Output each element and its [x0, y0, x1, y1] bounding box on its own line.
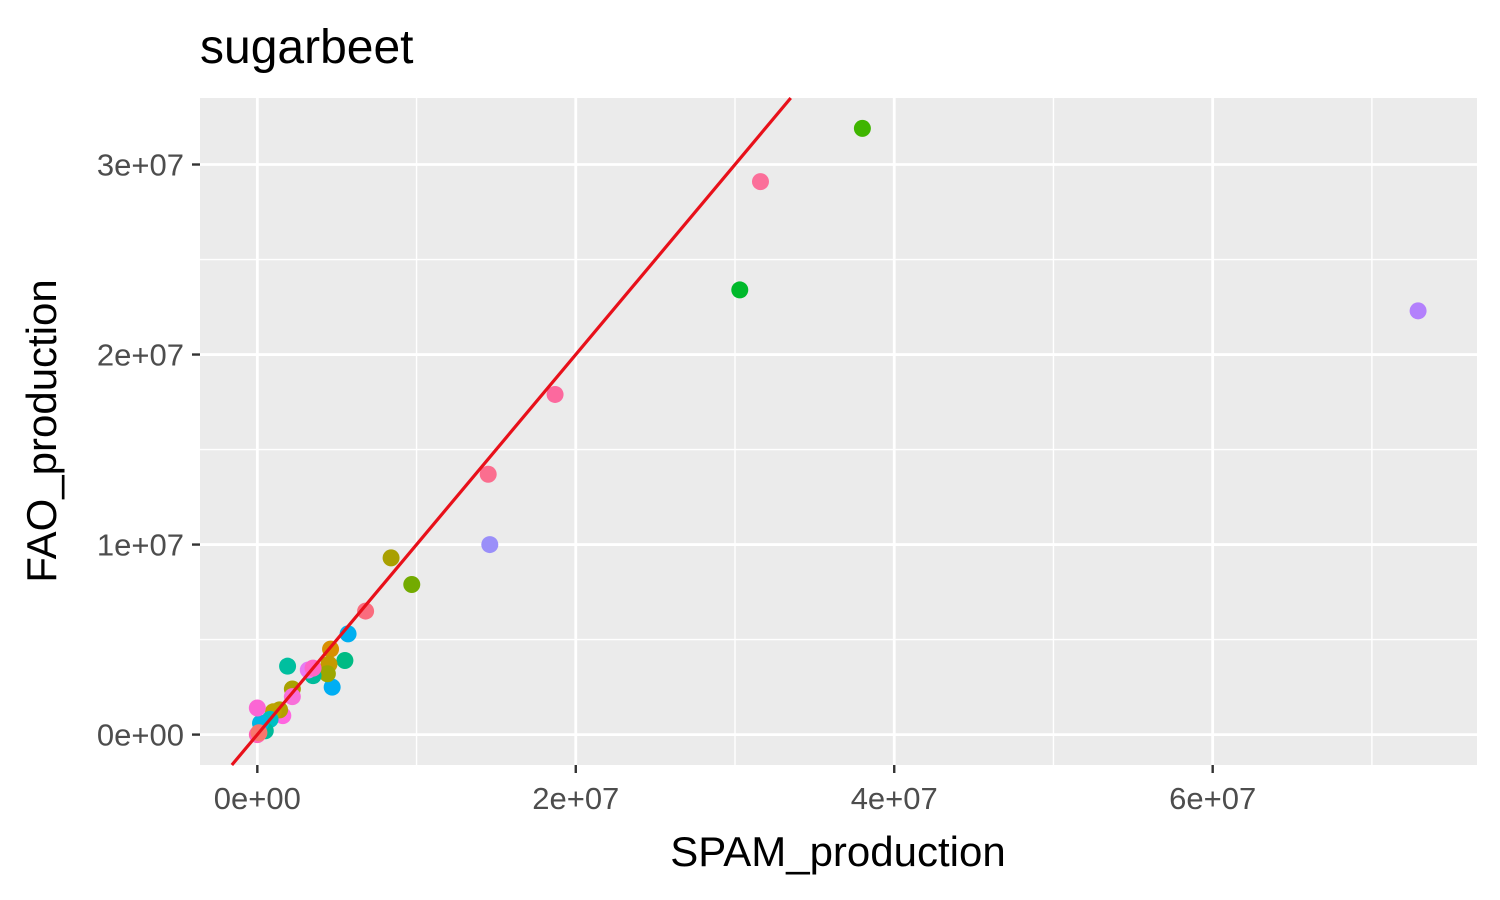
- reference-line-layer: [230, 96, 792, 767]
- data-point: [318, 665, 336, 683]
- chart-title: sugarbeet: [200, 21, 414, 74]
- y-axis: 0e+00 1e+07 2e+07 3e+07: [97, 148, 200, 753]
- data-point: [546, 385, 564, 403]
- data-point: [853, 119, 871, 137]
- y-tick-label: 1e+07: [97, 528, 184, 563]
- data-points: [248, 119, 1427, 744]
- data-point: [283, 688, 301, 706]
- minor-gridlines: [200, 98, 1477, 765]
- x-tick-label: 6e+07: [1169, 781, 1256, 816]
- data-point: [279, 657, 297, 675]
- y-axis-title: FAO_production: [18, 279, 65, 583]
- x-tick-label: 4e+07: [851, 781, 938, 816]
- data-point: [336, 651, 354, 669]
- major-gridlines: [200, 98, 1477, 765]
- x-axis: 0e+00 2e+07 4e+07 6e+07: [214, 765, 1256, 816]
- data-point: [323, 678, 341, 696]
- data-point: [1409, 302, 1427, 320]
- x-tick-label: 0e+00: [214, 781, 301, 816]
- plot-panel: [200, 98, 1477, 765]
- data-point: [382, 549, 400, 567]
- data-point: [357, 602, 375, 620]
- data-point: [403, 575, 421, 593]
- y-tick-label: 0e+00: [97, 718, 184, 753]
- x-axis-title: SPAM_production: [670, 828, 1005, 875]
- data-point: [479, 465, 497, 483]
- reference-line: [230, 96, 792, 767]
- data-point: [248, 699, 266, 717]
- y-tick-label: 3e+07: [97, 148, 184, 183]
- x-tick-label: 2e+07: [532, 781, 619, 816]
- data-point: [481, 536, 499, 554]
- data-point: [731, 281, 749, 299]
- y-tick-label: 2e+07: [97, 338, 184, 373]
- data-point: [751, 173, 769, 191]
